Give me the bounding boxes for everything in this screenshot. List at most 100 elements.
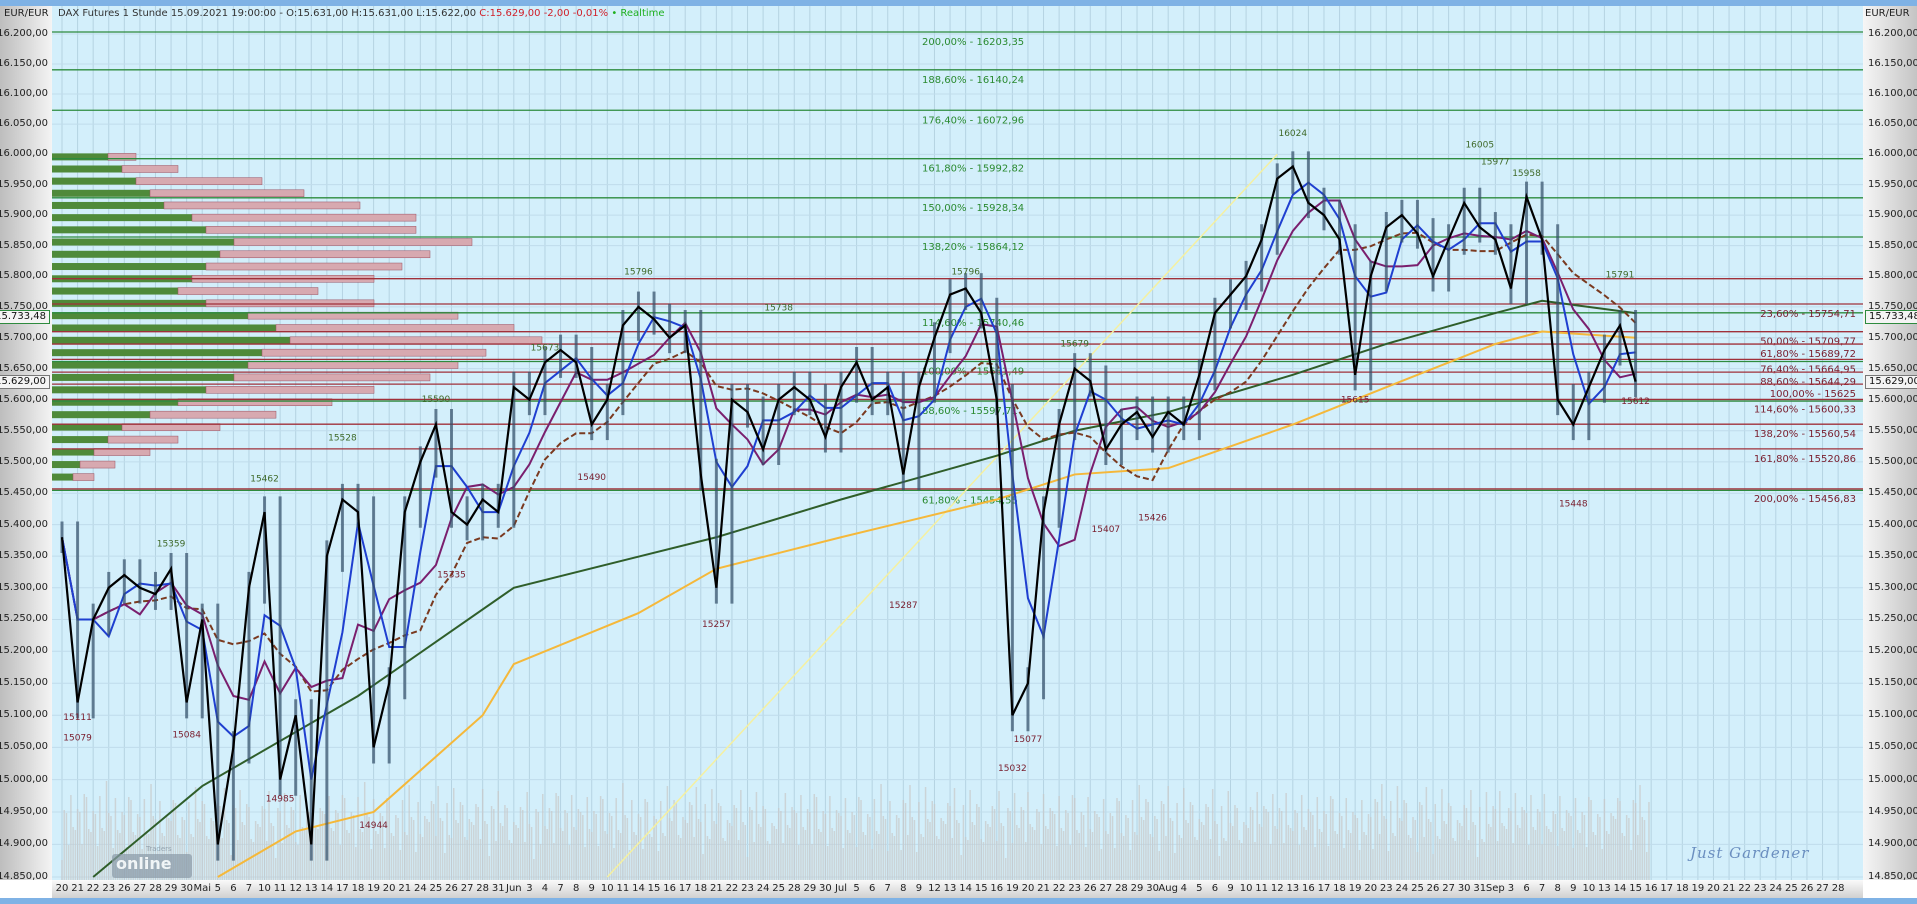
date-tick-label: 28 [476, 883, 490, 894]
logo: Traders online [112, 845, 192, 878]
axis-unit-left: EUR/EUR [4, 8, 49, 19]
volume-profile-buy [52, 461, 80, 469]
volume-profile-sell [233, 238, 473, 246]
date-tick-label: 11 [616, 883, 630, 894]
date-tick-label: 7 [557, 883, 564, 894]
left-price-axis[interactable]: EUR/EUR 16.200,00 16.150,00 16.100,00 16.05… [0, 6, 52, 882]
date-tick-label: 19 [1691, 883, 1705, 894]
point-label: 14985 [266, 794, 295, 804]
price-tick-label: 14.950,00 [1868, 805, 1917, 817]
date-tick-label: 22 [86, 883, 100, 894]
fib-down-label: 161,80% - 15520,86 [1754, 454, 1856, 465]
volume-profile-buy [52, 398, 178, 406]
price-tick-label: 15.350,00 [1868, 550, 1917, 562]
fib-down-label: 76,40% - 15664,95 [1760, 364, 1856, 375]
volume-profile-buy [52, 201, 164, 209]
plot-area[interactable]: 200,00% - 16203,35 188,60% - 16140,24 176,… [52, 6, 1863, 880]
ohl-values: - O:15.631,00 H:15.631,00 L:15.622,00 [279, 8, 477, 19]
time-axis[interactable]: 20 21 22 23 26 27 28 29 30 Mai 5 6 7 10 11 12 13 14 17 18 19… [52, 880, 1863, 898]
ma-dashed [61, 231, 1637, 693]
date-tick-label: 30 [1457, 883, 1471, 894]
date-tick-label: 4 [1180, 883, 1187, 894]
point-label: 15359 [157, 539, 186, 549]
date-tick-label: 12 [1270, 883, 1284, 894]
date-tick-label: 27 [460, 883, 474, 894]
date-tick-label: 18 [1333, 883, 1346, 894]
date-tick-label: 18 [351, 883, 365, 894]
date-tick-label: 21 [71, 883, 84, 894]
price-tick-label: 15.600,00 [0, 393, 48, 405]
date-tick-label: 7 [884, 883, 891, 894]
realtime-status: • Realtime [611, 8, 665, 19]
right-price-axis[interactable]: EUR/EUR 16.200,00 16.150,00 16.100,00 16.05… [1863, 6, 1917, 882]
fib-down-label: 88,60% - 15644,29 [1760, 377, 1856, 388]
date-tick-label: Jul [834, 883, 848, 894]
point-label: 15077 [1014, 735, 1043, 745]
volume-profile-sell [72, 473, 95, 481]
date-tick-label: 29 [803, 883, 817, 894]
price-line [60, 164, 1637, 845]
date-tick-label: 16 [1644, 883, 1658, 894]
date-tick-label: 21 [1037, 883, 1050, 894]
signature: Just Gardener [1690, 844, 1810, 862]
volume-profile-sell [205, 386, 375, 394]
volume-profile-sell [107, 153, 137, 161]
volume-profile-sell [191, 213, 417, 222]
fib-up-label: 200,00% - 16203,35 [922, 37, 1024, 48]
volume-profile-buy [52, 153, 108, 161]
fib-down-label: 61,80% - 15689,72 [1760, 349, 1856, 360]
date-tick-label: 17 [1660, 883, 1674, 894]
price-tick-label: 15.950,00 [1868, 178, 1917, 190]
volume-profile-sell [107, 435, 179, 444]
date-tick-label: 27 [1442, 883, 1455, 894]
volume-profile-sell [177, 398, 333, 406]
price-tick-label: 15.100,00 [0, 709, 48, 721]
price-tick-label: 15.750,00 [1868, 300, 1917, 312]
price-tick-label: 15.250,00 [1868, 613, 1917, 625]
price-tick-label: 15.450,00 [1868, 487, 1917, 499]
point-label: 15791 [1606, 271, 1635, 281]
date-tick-label: 5 [853, 883, 860, 894]
fib-up-label: 176,40% - 16072,96 [922, 115, 1024, 126]
price-tick-label: 15.600,00 [1868, 393, 1917, 405]
price-tick-label: 15.550,00 [1868, 424, 1917, 436]
volume-profile-sell [205, 262, 403, 271]
price-tick-label: 15.300,00 [1868, 581, 1917, 593]
point-label: 15462 [250, 475, 279, 485]
point-label: 15257 [702, 620, 731, 630]
date-tick-label: 14 [320, 883, 334, 894]
volume-profile-sell [219, 250, 431, 259]
chart-header: DAX Futures 1 Stunde 15.09.2021 19:00:00… [58, 8, 665, 19]
ma-mid [61, 199, 1636, 702]
point-label: 15032 [998, 764, 1027, 774]
point-label: 15490 [577, 473, 606, 483]
date-tick-label: 21 [1722, 883, 1736, 894]
point-label: 15796 [951, 268, 980, 278]
price-tick-label: 16.200,00 [1868, 28, 1917, 39]
volume-profile-buy [52, 189, 150, 197]
price-tick-label: 15.450,00 [0, 487, 48, 499]
date-tick-label: 9 [915, 883, 923, 894]
date-tick-label: 16 [990, 883, 1004, 894]
price-tick-label: 15.400,00 [1868, 518, 1917, 530]
volume-profile-sell [163, 201, 361, 210]
point-label: 15084 [172, 730, 201, 740]
date-tick-label: 28 [1115, 883, 1128, 894]
price-tick-label: 15.700,00 [1868, 331, 1917, 343]
price-tick-label: 16.050,00 [1868, 118, 1917, 130]
point-label: 15615 [1341, 395, 1370, 405]
price-tick-label: 16.100,00 [0, 87, 48, 99]
point-label: 15287 [889, 601, 918, 611]
volume-profile-sell [149, 189, 305, 198]
date-tick-label: 30 [819, 883, 832, 894]
point-label: 14944 [359, 821, 388, 831]
fib-up-label: 150,00% - 15928,34 [922, 203, 1024, 214]
date-tick-label: 25 [772, 883, 786, 894]
price-tick-label: 16.100,00 [1868, 87, 1917, 99]
price-tick-label: 15.650,00 [1868, 362, 1917, 374]
date-tick-label: 29 [164, 883, 178, 894]
date-tick-label: 20 [1364, 883, 1378, 894]
volume-profile-buy [52, 263, 206, 271]
volume-profile-buy [52, 336, 290, 344]
date-tick-label: 16 [1302, 883, 1315, 894]
